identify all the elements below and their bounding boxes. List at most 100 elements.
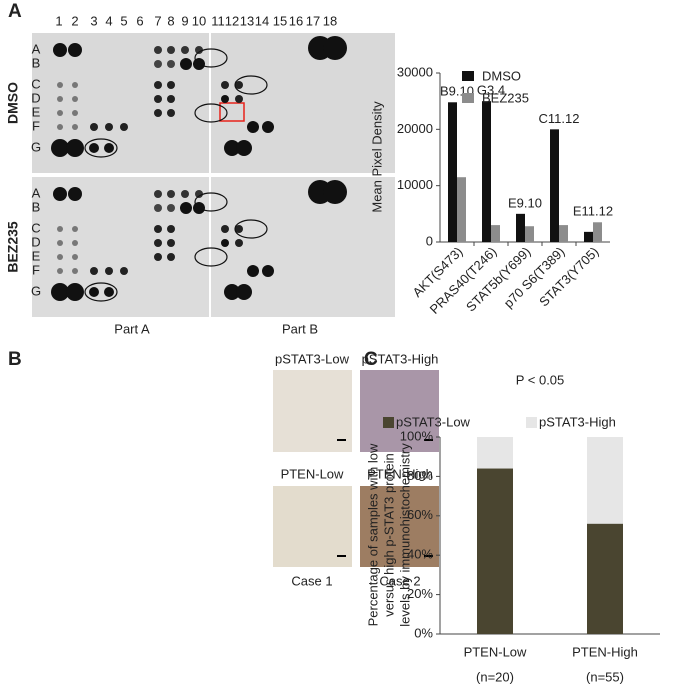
column-label: 14	[255, 13, 269, 28]
x-tick-label: PTEN-Low	[464, 644, 527, 659]
blot-spot	[167, 204, 175, 212]
blot-spot	[72, 240, 78, 246]
blot-spot	[167, 253, 175, 261]
blot-spot	[154, 81, 162, 89]
blot-spot	[181, 190, 189, 198]
blot-spot	[262, 121, 274, 133]
blot-spot	[167, 109, 175, 117]
legend-swatch	[462, 93, 474, 103]
case-label: Case 2	[379, 573, 420, 588]
case-label: Case 1	[291, 573, 332, 588]
image-label: PTEN-High	[367, 466, 433, 481]
blot-spot	[167, 60, 175, 68]
y-tick-label: 20%	[407, 586, 433, 601]
column-label: 18	[323, 13, 337, 28]
row-label: G	[31, 283, 41, 298]
blot-spot	[154, 95, 162, 103]
blot-spot	[236, 284, 252, 300]
row-label: D	[31, 234, 40, 249]
blot-spot	[57, 82, 63, 88]
blot-spot	[57, 254, 63, 260]
blot-spot	[180, 58, 192, 70]
blot-spot	[57, 110, 63, 116]
blot-spot	[90, 123, 98, 131]
histology-image	[360, 486, 439, 567]
blot-spot	[66, 139, 84, 157]
condition-label: BEZ235	[5, 221, 21, 273]
blot-spot	[235, 225, 243, 233]
blot-spot	[154, 239, 162, 247]
bar	[457, 177, 466, 242]
annotation: E9.10	[508, 195, 542, 210]
panel-label: A	[8, 1, 22, 22]
legend-swatch	[462, 71, 474, 81]
bar-segment	[477, 468, 513, 634]
column-label: 1	[55, 13, 62, 28]
blot-spot	[154, 225, 162, 233]
blot-spot	[57, 268, 63, 274]
bar	[550, 129, 559, 242]
panel-label: B	[8, 349, 22, 370]
blot-circle	[194, 48, 228, 68]
blot-spot	[66, 283, 84, 301]
bar-segment	[587, 523, 623, 634]
bar	[491, 225, 500, 242]
blot-spot	[72, 110, 78, 116]
chart-title: P < 0.05	[516, 372, 565, 387]
annotation: G3.4	[477, 83, 505, 98]
blot-spot	[167, 225, 175, 233]
column-label: 12	[225, 13, 239, 28]
legend-label: BEZ235	[482, 90, 529, 105]
legend-label: pSTAT3-Low	[396, 414, 471, 429]
row-label: B	[32, 55, 41, 70]
blot-circle	[234, 75, 268, 95]
y-axis-label: Percentage of samples with low	[365, 443, 380, 626]
y-tick-label: 0%	[414, 625, 433, 640]
blot-spot	[236, 140, 252, 156]
bar	[516, 213, 525, 242]
blot-spot	[53, 43, 67, 57]
row-label: E	[32, 104, 41, 119]
row-label: A	[32, 41, 41, 56]
blot-spot	[154, 253, 162, 261]
blot-spot	[235, 239, 243, 247]
blot-spot	[224, 140, 240, 156]
blot-spot	[323, 180, 347, 204]
blot-spot	[167, 190, 175, 198]
blot-spot	[68, 43, 82, 57]
blot-spot	[221, 81, 229, 89]
column-label: 7	[154, 13, 161, 28]
highlight-box	[219, 102, 245, 122]
blot-spot	[167, 239, 175, 247]
column-label: 5	[120, 13, 127, 28]
histology-image	[360, 370, 439, 452]
bar	[482, 101, 491, 243]
blot-circle	[84, 138, 118, 158]
column-label: 17	[306, 13, 320, 28]
row-label: E	[32, 248, 41, 263]
blot-spot	[262, 265, 274, 277]
column-label: 4	[105, 13, 112, 28]
legend-label: pSTAT3-High	[539, 414, 616, 429]
blot-spot	[235, 81, 243, 89]
blot-spot	[224, 284, 240, 300]
image-label: PTEN-Low	[281, 466, 344, 481]
column-label: 6	[136, 13, 143, 28]
blot-spot	[72, 226, 78, 232]
column-label: 8	[167, 13, 174, 28]
blot-spot	[57, 240, 63, 246]
blot-spot	[57, 96, 63, 102]
column-label: 13	[240, 13, 254, 28]
column-label: 2	[71, 13, 78, 28]
annotation: C11.12	[539, 111, 580, 126]
blot-circle	[234, 219, 268, 239]
x-tick-label: PTEN-High	[572, 644, 638, 659]
y-tick-label: 80%	[407, 468, 433, 483]
blot-circle	[84, 282, 118, 302]
y-tick-label: 100%	[400, 428, 434, 443]
y-tick-label: 30000	[397, 64, 433, 79]
blot-spot	[167, 81, 175, 89]
annotation: E11.12	[573, 204, 613, 219]
blot-spot	[195, 190, 203, 198]
